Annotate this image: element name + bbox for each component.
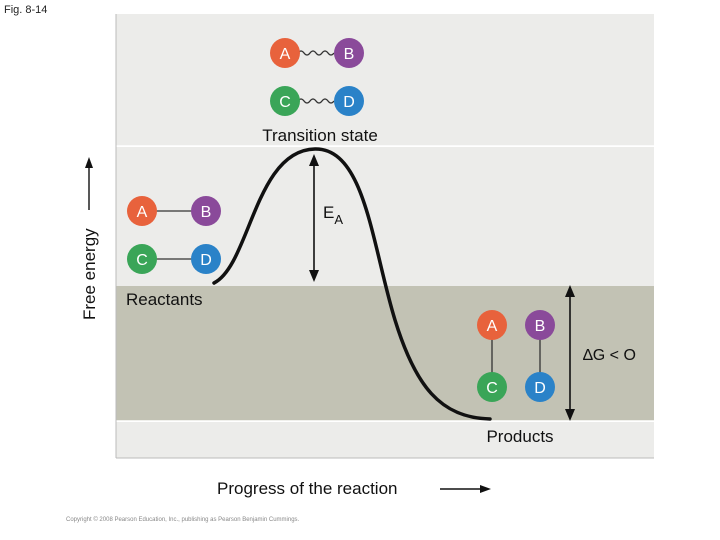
x-axis-label: Progress of the reaction: [217, 479, 397, 498]
svg-text:D: D: [200, 252, 212, 269]
atom-b: [334, 38, 364, 68]
delta-g-arrow: [565, 285, 575, 421]
atom-d: [525, 372, 555, 402]
y-axis-label: Free energy: [80, 228, 99, 320]
svg-text:C: C: [136, 252, 148, 269]
svg-text:B: B: [344, 46, 355, 63]
energy-curve: [212, 147, 492, 421]
figure-label: Fig. 8-14: [4, 4, 48, 16]
x-axis-arrow: [440, 485, 491, 493]
atom-a: [270, 38, 300, 68]
transition-state-molecules: A B C D: [270, 38, 364, 116]
atom-c: [270, 86, 300, 116]
atom-a: [127, 196, 157, 226]
reactants-label: Reactants: [126, 290, 203, 309]
y-axis-arrow: [85, 157, 93, 210]
reactant-molecules: A B C D: [127, 196, 221, 274]
activation-energy-label: EA: [323, 203, 343, 227]
atom-d: [191, 244, 221, 274]
atom-b: [525, 310, 555, 340]
svg-text:B: B: [201, 204, 212, 221]
products-label: Products: [486, 427, 553, 446]
delta-g-label: ∆G < O: [583, 347, 636, 364]
atom-b: [191, 196, 221, 226]
product-molecules: A B C D: [477, 310, 555, 402]
svg-text:C: C: [279, 94, 291, 111]
panel-lower: [116, 422, 654, 458]
atom-c: [477, 372, 507, 402]
svg-text:D: D: [534, 380, 546, 397]
panel-upper: [116, 14, 654, 146]
energy-difference-band: [116, 286, 654, 421]
svg-text:A: A: [487, 318, 498, 335]
svg-text:B: B: [535, 318, 546, 335]
activation-energy-arrow: [309, 154, 319, 282]
copyright-notice: Copyright © 2008 Pearson Education, Inc.…: [66, 517, 300, 523]
svg-text:C: C: [486, 380, 498, 397]
svg-text:A: A: [137, 204, 148, 221]
atom-c: [127, 244, 157, 274]
svg-text:D: D: [343, 94, 355, 111]
atom-a: [477, 310, 507, 340]
svg-text:A: A: [280, 46, 291, 63]
transition-state-label: Transition state: [262, 126, 378, 145]
atom-d: [334, 86, 364, 116]
